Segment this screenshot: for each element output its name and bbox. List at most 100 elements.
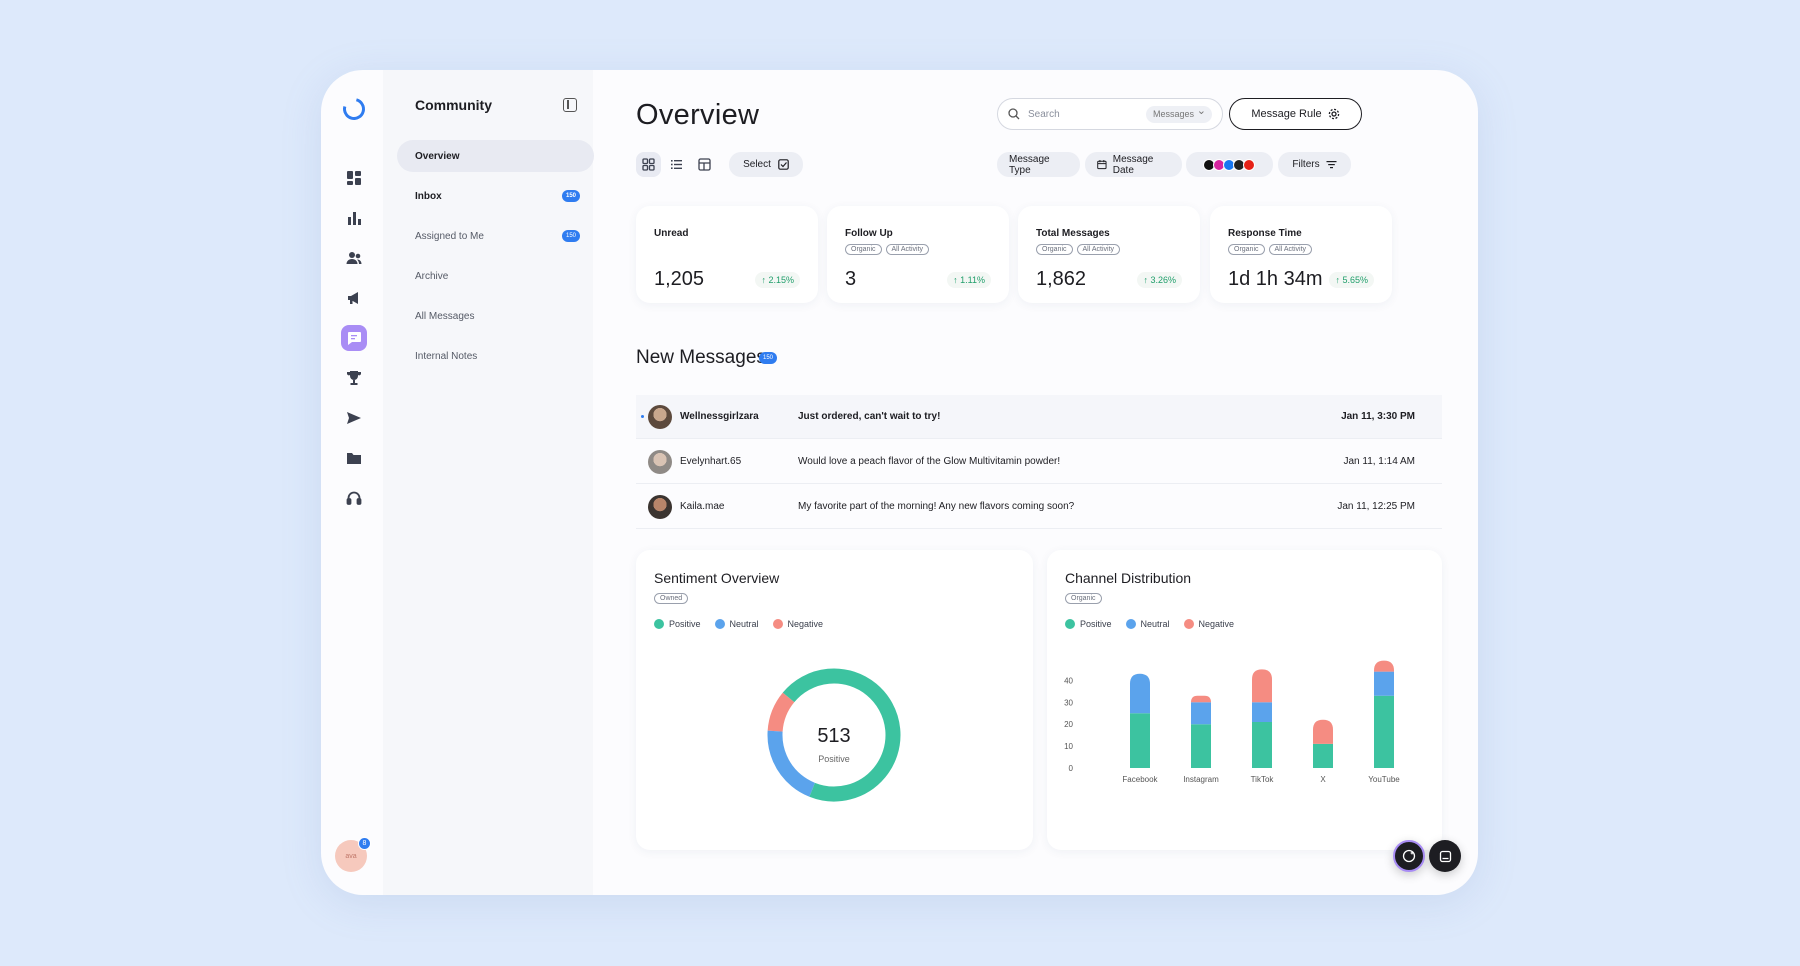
stat-tag: Organic bbox=[845, 244, 882, 255]
nav-item-assigned-to-me[interactable]: Assigned to Me 150 bbox=[397, 220, 594, 252]
stat-label: Response Time bbox=[1228, 228, 1302, 239]
nav-item-inbox[interactable]: Inbox 150 bbox=[397, 180, 594, 212]
message-date-label: Message Date bbox=[1112, 153, 1154, 176]
y-tick-label: 40 bbox=[1064, 676, 1073, 685]
bar-x-positive bbox=[1313, 743, 1333, 768]
megaphone-icon[interactable] bbox=[341, 285, 367, 311]
unread-dot bbox=[641, 415, 644, 418]
stat-card-total-messages[interactable]: Total Messages Organic All Activity 1,862… bbox=[1018, 206, 1200, 303]
bar-facebook-neutral bbox=[1130, 673, 1150, 714]
message-text: Would love a peach flavor of the Glow Mu… bbox=[798, 456, 1061, 467]
sentiment-title: Sentiment Overview bbox=[654, 570, 780, 586]
channel-distribution-card: Channel Distribution Organic Positive Ne… bbox=[1047, 550, 1442, 850]
stat-label: Unread bbox=[654, 228, 689, 239]
donut-center-label: Positive bbox=[818, 754, 850, 764]
select-button[interactable]: Select bbox=[729, 152, 803, 177]
y-tick-label: 30 bbox=[1064, 698, 1073, 707]
x-tick-label: YouTube bbox=[1368, 775, 1400, 784]
nav-item-label: All Messages bbox=[415, 310, 475, 322]
bar-chart-icon[interactable] bbox=[341, 205, 367, 231]
icon-rail: ava 8 bbox=[321, 70, 383, 895]
filters-label: Filters bbox=[1292, 159, 1320, 170]
sentiment-overview-card: Sentiment Overview Owned Positive Neutra… bbox=[636, 550, 1033, 850]
nav-item-overview[interactable]: Overview bbox=[397, 140, 594, 172]
donut-center-value: 513 bbox=[817, 725, 850, 747]
app-window: ava 8 Community Overview Inbox 150 Assig… bbox=[321, 70, 1478, 895]
sentiment-legend: Positive Neutral Negative bbox=[654, 619, 823, 629]
channel-tag: Organic bbox=[1065, 593, 1102, 604]
trophy-icon[interactable] bbox=[341, 365, 367, 391]
message-type-label: Message Type bbox=[1009, 153, 1050, 176]
channel-bar-chart: 0 10 20 30 40 Facebook Instagram TikTok X YouTube bbox=[1064, 660, 1400, 784]
user-avatar-label: ava bbox=[345, 852, 357, 860]
nav-item-archive[interactable]: Archive bbox=[397, 260, 594, 292]
bar-facebook-positive bbox=[1130, 713, 1150, 768]
stat-tag: All Activity bbox=[1268, 244, 1313, 255]
grid-view-icon[interactable] bbox=[636, 152, 661, 177]
sentiment-tag: Owned bbox=[654, 593, 689, 604]
chat-widget-button[interactable] bbox=[1429, 840, 1461, 872]
message-time: Jan 11, 12:25 PM bbox=[1337, 501, 1415, 512]
filters-button[interactable]: Filters bbox=[1278, 152, 1351, 177]
message-rule-label: Message Rule bbox=[1251, 108, 1322, 120]
message-row[interactable]: Evelynhart.65 Would love a peach flavor … bbox=[636, 440, 1442, 484]
sparkle-icon bbox=[1402, 849, 1416, 863]
send-icon[interactable] bbox=[341, 405, 367, 431]
stat-card-unread[interactable]: Unread 1,205 2.15% bbox=[636, 206, 818, 303]
nav-item-label: Assigned to Me bbox=[415, 230, 484, 242]
bar-tiktok-positive bbox=[1252, 722, 1272, 768]
message-rule-button[interactable]: Message Rule bbox=[1229, 98, 1362, 130]
folder-icon[interactable] bbox=[341, 445, 367, 471]
stat-label: Total Messages bbox=[1036, 228, 1110, 239]
message-date-filter[interactable]: Message Date bbox=[1085, 152, 1182, 177]
donut-slice-positive bbox=[767, 668, 901, 802]
avatar bbox=[648, 495, 672, 519]
list-view-icon[interactable] bbox=[664, 152, 689, 177]
x-tick-label: TikTok bbox=[1251, 775, 1275, 784]
legend-positive: Positive bbox=[1080, 619, 1112, 629]
checkbox-icon bbox=[778, 159, 789, 170]
select-label: Select bbox=[743, 159, 771, 170]
youtube-icon bbox=[1242, 158, 1255, 171]
assigned-count-badge: 150 bbox=[562, 230, 580, 242]
search-icon bbox=[1008, 108, 1020, 120]
stat-value: 3 bbox=[845, 268, 857, 290]
avatar bbox=[648, 405, 672, 429]
headset-icon[interactable] bbox=[341, 485, 367, 511]
board-view-icon[interactable] bbox=[692, 152, 717, 177]
brand-logo bbox=[338, 93, 370, 125]
channel-filter[interactable] bbox=[1186, 152, 1273, 177]
channel-title: Channel Distribution bbox=[1065, 570, 1192, 586]
stat-value: 1,862 bbox=[1036, 268, 1087, 290]
y-tick-label: 0 bbox=[1069, 764, 1074, 773]
y-tick-label: 20 bbox=[1064, 720, 1073, 729]
users-icon[interactable] bbox=[341, 245, 367, 271]
stat-card-response-time[interactable]: Response Time Organic All Activity 1d 1h … bbox=[1210, 206, 1392, 303]
nav-item-label: Overview bbox=[415, 150, 460, 162]
nav-item-internal-notes[interactable]: Internal Notes bbox=[397, 340, 594, 372]
chat-icon[interactable] bbox=[341, 325, 367, 351]
main-content: Overview Search Messages Message Rule Se… bbox=[593, 70, 1478, 895]
user-avatar[interactable]: ava 8 bbox=[335, 837, 371, 872]
search-input[interactable]: Search bbox=[1028, 108, 1060, 120]
assistant-button[interactable] bbox=[1393, 840, 1425, 872]
message-row[interactable]: Kaila.mae My favorite part of the mornin… bbox=[636, 485, 1442, 529]
message-type-filter[interactable]: Message Type bbox=[997, 152, 1080, 177]
search-bar[interactable]: Search Messages bbox=[997, 98, 1223, 130]
message-time: Jan 11, 3:30 PM bbox=[1341, 411, 1415, 422]
bar-instagram-neutral bbox=[1191, 702, 1211, 725]
nav-item-all-messages[interactable]: All Messages bbox=[397, 300, 594, 332]
legend-negative: Negative bbox=[1198, 619, 1235, 629]
notification-badge: 8 bbox=[358, 837, 371, 850]
dashboard-icon[interactable] bbox=[341, 165, 367, 191]
search-scope-dropdown[interactable]: Messages bbox=[1145, 103, 1212, 123]
collapse-sidebar-icon[interactable] bbox=[563, 98, 577, 112]
bar-youtube-negative bbox=[1374, 660, 1394, 672]
gear-icon bbox=[1328, 108, 1339, 120]
message-row[interactable]: Wellnessgirlzara Just ordered, can't wai… bbox=[636, 395, 1442, 439]
calendar-icon bbox=[1097, 160, 1107, 170]
y-tick-label: 10 bbox=[1064, 742, 1073, 751]
nav-item-label: Inbox bbox=[415, 190, 442, 202]
stat-tag: Organic bbox=[1036, 244, 1073, 255]
